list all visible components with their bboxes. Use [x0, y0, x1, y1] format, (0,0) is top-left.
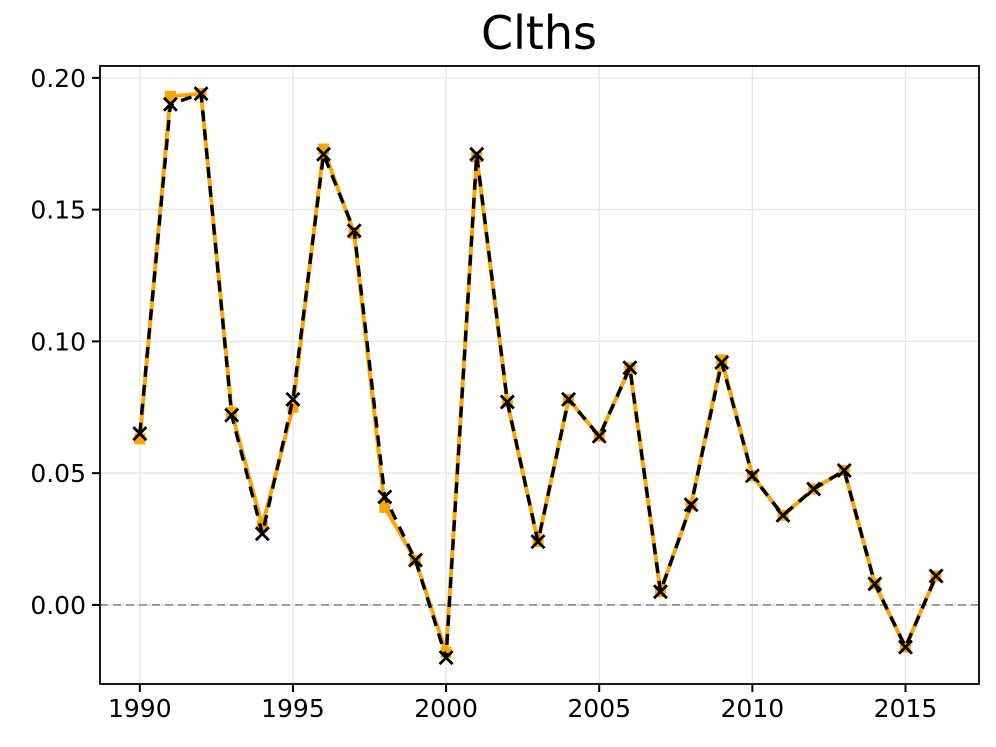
x-axis-tick-label: 2015 [874, 694, 938, 723]
x-marker [499, 394, 515, 410]
y-axis-tick-label: 0.00 [30, 591, 86, 620]
x-marker [346, 223, 362, 239]
square-marker [164, 90, 176, 102]
x-marker [438, 650, 454, 666]
x-axis-tick-label: 2010 [721, 694, 785, 723]
x-axis-tick-label: 1995 [261, 694, 325, 723]
data-series-layer [132, 86, 944, 666]
x-marker [561, 391, 577, 407]
y-axis-tick-label: 0.10 [30, 327, 86, 356]
axes-layer [92, 65, 980, 692]
x-marker [775, 507, 791, 523]
tick-labels-layer: 1990 1995 2000 2005 2010 2015 0.00 0.05 0.10 0.15… [30, 64, 937, 723]
x-marker [867, 576, 883, 592]
x-marker [591, 428, 607, 444]
x-marker [162, 96, 178, 112]
x-marker [254, 526, 270, 542]
x-marker [714, 354, 730, 370]
square-marker [287, 401, 299, 413]
x-marker [316, 146, 332, 162]
square-marker [134, 433, 146, 445]
square-marker [226, 407, 238, 419]
x-marker [928, 568, 944, 584]
gridlines-layer [100, 66, 979, 684]
x-marker [744, 468, 760, 484]
axes-spines [99, 65, 980, 685]
x-marker [224, 407, 240, 423]
x-marker [683, 497, 699, 513]
x-marker [530, 534, 546, 550]
chart-title: Clths [481, 6, 597, 60]
x-marker [407, 552, 423, 568]
x-marker [285, 391, 301, 407]
black-dashed-line [138, 91, 938, 660]
x-marker [469, 146, 485, 162]
x-marker [193, 86, 209, 102]
x-axis-tick-label: 1990 [108, 694, 172, 723]
x-marker [806, 481, 822, 497]
square-marker [256, 520, 268, 532]
square-marker [716, 354, 728, 366]
orange-solid-line [137, 91, 938, 655]
x-marker [836, 463, 852, 479]
x-axis-tick-label: 2005 [567, 694, 631, 723]
square-marker [318, 143, 330, 155]
x-marker [377, 489, 393, 505]
x-marker [898, 639, 913, 655]
y-axis-tick-label: 0.15 [30, 196, 86, 225]
x-marker [132, 426, 148, 442]
y-axis-tick-label: 0.05 [30, 459, 86, 488]
x-axis-tick-label: 2000 [414, 694, 478, 723]
y-axis-tick-label: 0.20 [30, 64, 86, 93]
square-marker [379, 501, 391, 513]
x-marker [622, 360, 638, 376]
x-marker [652, 584, 668, 600]
